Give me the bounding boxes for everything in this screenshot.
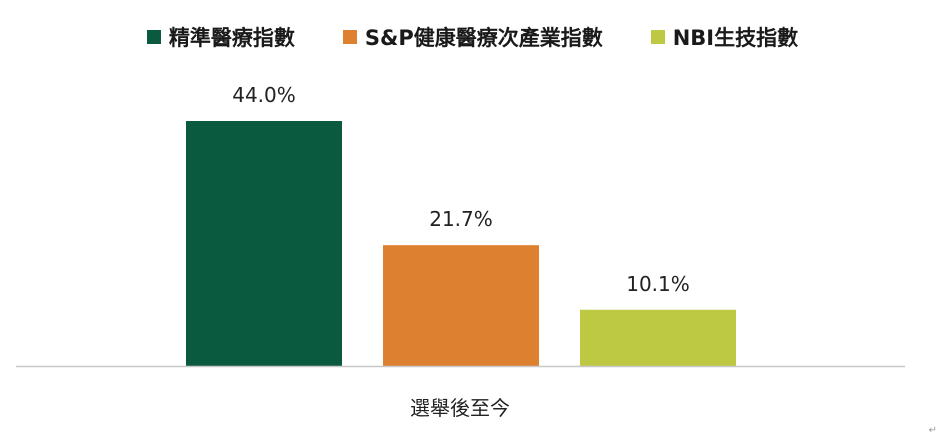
legend-item-nbi-biotech: NBI生技指數 [650,22,799,52]
bar-2 [383,245,539,366]
data-label-1: 44.0% [232,83,296,107]
bar-1 [186,121,342,366]
legend-label: S&P健康醫療次產業指數 [364,26,603,50]
data-label-3: 10.1% [626,272,690,296]
legend-swatch [342,30,357,44]
legend-swatch [650,30,665,44]
legend-swatch [146,30,161,44]
x-tick-label: 選舉後至今 [410,396,510,420]
paragraph-mark-icon: ↵ [928,425,937,436]
data-label-2: 21.7% [429,207,493,231]
legend-label: 精準醫療指數 [168,26,295,50]
legend-item-sp-healthcare: S&P健康醫療次產業指數 [342,22,603,52]
bar-3 [580,309,736,366]
legend: 精準醫療指數 S&P健康醫療次產業指數 NBI生技指數 [0,22,945,52]
legend-item-precision-medicine: 精準醫療指數 [146,22,295,52]
legend-label: NBI生技指數 [672,26,799,50]
